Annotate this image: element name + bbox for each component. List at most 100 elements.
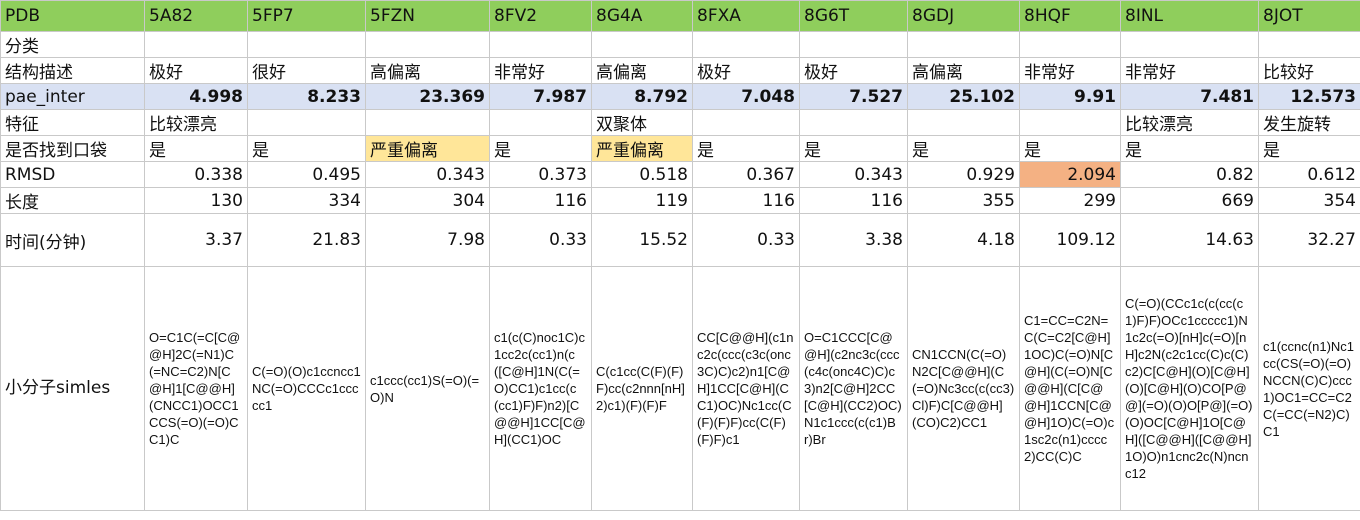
cell-pae-inter[interactable]: 7.527 <box>799 83 908 110</box>
cell-structure[interactable]: 比较好 <box>1258 57 1360 84</box>
cell-category[interactable] <box>247 31 366 58</box>
cell-length[interactable]: 119 <box>591 187 693 214</box>
cell-smiles[interactable]: O=C1C(=C[C@@H]2C(=N1)C(=NC=C2)N[C@H]1[C@… <box>144 266 248 511</box>
cell-pae-inter[interactable]: 7.481 <box>1120 83 1259 110</box>
cell-category[interactable] <box>144 31 248 58</box>
cell-smiles[interactable]: CC[C@@H](c1nc2c(ccc(c3c(onc3C)C)c2)n1[C@… <box>692 266 800 511</box>
cell-time[interactable]: 0.33 <box>489 213 592 267</box>
cell-length[interactable]: 130 <box>144 187 248 214</box>
cell-smiles[interactable]: C(c1cc(C(F)(F)F)cc(c2nnn[nH]2)c1)(F)(F)F <box>591 266 693 511</box>
cell-pocket[interactable]: 是 <box>489 135 592 162</box>
cell-feature[interactable] <box>247 109 366 136</box>
cell-label-smiles[interactable]: 小分子simles <box>0 266 145 511</box>
cell-category[interactable] <box>489 31 592 58</box>
cell-feature[interactable] <box>799 109 908 136</box>
cell-rmsd[interactable]: 0.373 <box>489 161 592 188</box>
cell-feature[interactable] <box>1019 109 1121 136</box>
cell-time[interactable]: 4.18 <box>907 213 1020 267</box>
cell-feature[interactable] <box>489 109 592 136</box>
cell-pocket[interactable]: 是 <box>144 135 248 162</box>
cell-rmsd[interactable]: 0.343 <box>365 161 490 188</box>
cell-pocket[interactable]: 是 <box>1258 135 1360 162</box>
cell-structure[interactable]: 极好 <box>799 57 908 84</box>
cell-length[interactable]: 354 <box>1258 187 1360 214</box>
cell-pae-inter[interactable]: 12.573 <box>1258 83 1360 110</box>
cell-category[interactable] <box>591 31 693 58</box>
cell-feature[interactable]: 双聚体 <box>591 109 693 136</box>
cell-length[interactable]: 669 <box>1120 187 1259 214</box>
cell-time[interactable]: 109.12 <box>1019 213 1121 267</box>
cell-pae-inter[interactable]: 7.048 <box>692 83 800 110</box>
cell-category[interactable] <box>365 31 490 58</box>
cell-pocket[interactable]: 是 <box>1120 135 1259 162</box>
cell-pdb[interactable]: 8JOT <box>1258 0 1360 32</box>
cell-feature[interactable]: 发生旋转 <box>1258 109 1360 136</box>
cell-category[interactable] <box>907 31 1020 58</box>
cell-label-time[interactable]: 时间(分钟) <box>0 213 145 267</box>
cell-pocket-highlighted[interactable]: 严重偏离 <box>591 135 693 162</box>
cell-time[interactable]: 14.63 <box>1120 213 1259 267</box>
cell-pdb[interactable]: 8FXA <box>692 0 800 32</box>
cell-pae-inter[interactable]: 7.987 <box>489 83 592 110</box>
cell-pocket[interactable]: 是 <box>692 135 800 162</box>
cell-label-pocket[interactable]: 是否找到口袋 <box>0 135 145 162</box>
cell-label-pae-inter[interactable]: pae_inter <box>0 83 145 110</box>
cell-time[interactable]: 0.33 <box>692 213 800 267</box>
cell-time[interactable]: 7.98 <box>365 213 490 267</box>
cell-time[interactable]: 3.37 <box>144 213 248 267</box>
cell-length[interactable]: 116 <box>799 187 908 214</box>
cell-structure[interactable]: 高偏离 <box>365 57 490 84</box>
cell-length[interactable]: 299 <box>1019 187 1121 214</box>
cell-label-length[interactable]: 长度 <box>0 187 145 214</box>
cell-rmsd[interactable]: 0.612 <box>1258 161 1360 188</box>
cell-smiles[interactable]: c1ccc(cc1)S(=O)(=O)N <box>365 266 490 511</box>
cell-pae-inter[interactable]: 25.102 <box>907 83 1020 110</box>
cell-pdb[interactable]: 8HQF <box>1019 0 1121 32</box>
cell-rmsd[interactable]: 0.518 <box>591 161 693 188</box>
cell-rmsd[interactable]: 0.338 <box>144 161 248 188</box>
cell-rmsd[interactable]: 0.343 <box>799 161 908 188</box>
cell-pae-inter[interactable]: 8.233 <box>247 83 366 110</box>
cell-smiles[interactable]: C(=O)(CCc1c(c(cc(c1)F)F)OCc1ccccc1)N1c2c… <box>1120 266 1259 511</box>
cell-rmsd[interactable]: 0.929 <box>907 161 1020 188</box>
cell-label-structure[interactable]: 结构描述 <box>0 57 145 84</box>
cell-structure[interactable]: 很好 <box>247 57 366 84</box>
cell-structure[interactable]: 极好 <box>692 57 800 84</box>
cell-feature[interactable] <box>692 109 800 136</box>
cell-smiles[interactable]: c1(ccnc(n1)Nc1cc(CS(=O)(=O)NCCN(C)C)ccc1… <box>1258 266 1360 511</box>
cell-pdb[interactable]: 8G6T <box>799 0 908 32</box>
cell-structure[interactable]: 非常好 <box>1120 57 1259 84</box>
cell-feature[interactable] <box>907 109 1020 136</box>
cell-label-rmsd[interactable]: RMSD <box>0 161 145 188</box>
cell-smiles[interactable]: O=C1CCC[C@@H](c2nc3c(ccc(c4c(onc4C)C)c3)… <box>799 266 908 511</box>
cell-structure[interactable]: 高偏离 <box>907 57 1020 84</box>
cell-category[interactable] <box>799 31 908 58</box>
cell-length[interactable]: 116 <box>489 187 592 214</box>
cell-length[interactable]: 355 <box>907 187 1020 214</box>
cell-pdb[interactable]: 8INL <box>1120 0 1259 32</box>
cell-smiles[interactable]: CN1CCN(C(=O)N2C[C@@H](C(=O)Nc3cc(c(cc3)C… <box>907 266 1020 511</box>
cell-length[interactable]: 116 <box>692 187 800 214</box>
cell-category[interactable] <box>1120 31 1259 58</box>
cell-rmsd-highlighted[interactable]: 2.094 <box>1019 161 1121 188</box>
cell-rmsd[interactable]: 0.367 <box>692 161 800 188</box>
cell-smiles[interactable]: C1=CC=C2N=C(C=C2[C@H]1OC)C(=O)N[C@H](C(=… <box>1019 266 1121 511</box>
cell-label-feature[interactable]: 特征 <box>0 109 145 136</box>
cell-structure[interactable]: 高偏离 <box>591 57 693 84</box>
cell-pocket[interactable]: 是 <box>247 135 366 162</box>
cell-label-category[interactable]: 分类 <box>0 31 145 58</box>
cell-feature[interactable] <box>365 109 490 136</box>
cell-smiles[interactable]: c1(c(C)noc1C)c1cc2c(cc1)n(c([C@H]1N(C(=O… <box>489 266 592 511</box>
cell-structure[interactable]: 非常好 <box>1019 57 1121 84</box>
cell-pdb[interactable]: 8GDJ <box>907 0 1020 32</box>
cell-pocket[interactable]: 是 <box>1019 135 1121 162</box>
cell-category[interactable] <box>1019 31 1121 58</box>
cell-label-pdb[interactable]: PDB <box>0 0 145 32</box>
cell-pae-inter[interactable]: 8.792 <box>591 83 693 110</box>
cell-time[interactable]: 15.52 <box>591 213 693 267</box>
cell-pdb[interactable]: 5FZN <box>365 0 490 32</box>
cell-pae-inter[interactable]: 9.91 <box>1019 83 1121 110</box>
cell-length[interactable]: 304 <box>365 187 490 214</box>
cell-pocket-highlighted[interactable]: 严重偏离 <box>365 135 490 162</box>
cell-time[interactable]: 21.83 <box>247 213 366 267</box>
